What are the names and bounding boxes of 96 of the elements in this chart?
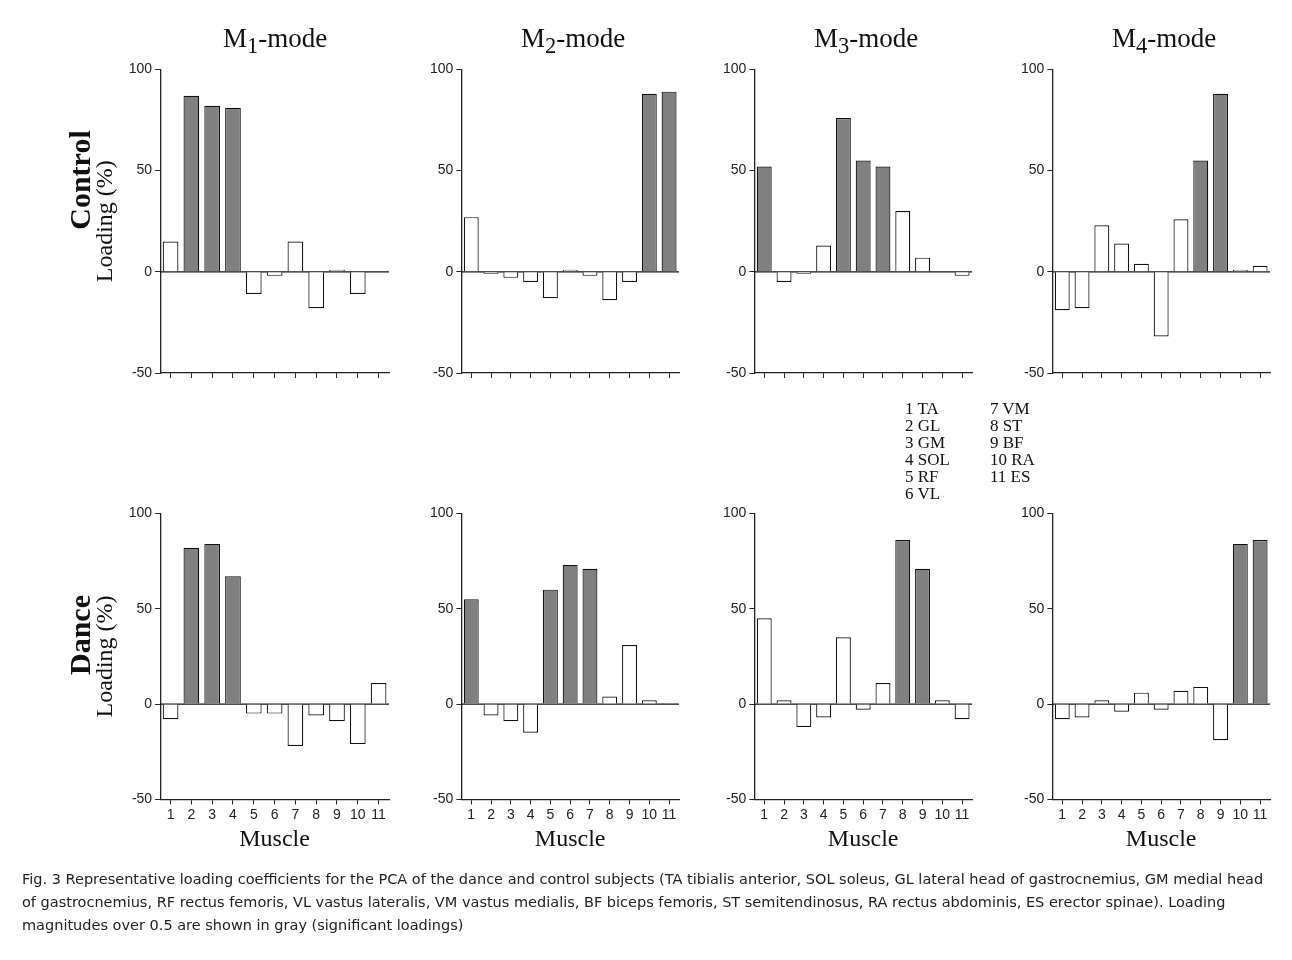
x-axis-title: Muscle [239, 824, 310, 851]
text: 3 GM [905, 433, 947, 452]
x-tick-label: 1 [467, 805, 476, 822]
y-tick-label: 50 [136, 161, 153, 178]
text: 11 ES [989, 467, 1032, 486]
y-tick-label: -50 [433, 363, 454, 380]
text: 2 GL [905, 416, 942, 435]
x-tick-label: 3 [506, 805, 515, 822]
y-tick-label: 50 [1028, 161, 1045, 178]
x-tick-label: 1 [1058, 805, 1067, 822]
chart-title: M$_{1}$-mode [221, 22, 329, 59]
y-tick-label: -50 [131, 790, 153, 807]
x-tick-label: 3 [1097, 805, 1106, 822]
chart-title: M$_{4}$-mode [1110, 22, 1218, 59]
x-axis-title: Muscle [1125, 824, 1197, 851]
x-tick-label: 4 [819, 805, 828, 822]
y-tick-label: 0 [445, 262, 454, 279]
y-tick-label: 100 [430, 60, 454, 77]
x-tick-label: 1 [166, 805, 175, 822]
x-tick-label: 6 [859, 805, 868, 822]
y-tick-label: 50 [437, 599, 454, 616]
x-axis-title: Muscle [534, 824, 606, 851]
chart-title: M$_{2}$-mode [519, 22, 627, 59]
x-tick-label: 10 [350, 805, 366, 822]
x-tick-label: 10 [1232, 805, 1249, 822]
y-tick-label: 50 [730, 161, 747, 178]
y-tick-label: 50 [730, 599, 747, 616]
caption: Fig. 3 Representative loading coefficients for the PCA of the dance and control subjects (TA tibialis anterior, SOL soleus, GL lateral head of gastrocnemius, GM medial head of gastrocnemius, RF rectus femoris, VL vastus lateralis, VM vastus medialis, BF biceps femoris, ST semitendinosus, RA rectus abdominis, ES erector spinae). Loading magnitudes over 0.5 are shown in gray (significant loadings) [22, 870, 1265, 935]
x-tick-label: 6 [270, 805, 279, 822]
text: 1 TA [905, 399, 940, 418]
y-tick-label: 50 [1028, 599, 1045, 616]
x-tick-label: 7 [879, 805, 888, 822]
x-tick-label: 2 [187, 805, 196, 822]
x-tick-label: 8 [1196, 805, 1205, 822]
y-tick-label: -50 [726, 363, 747, 380]
x-tick-label: 7 [1177, 805, 1186, 822]
x-tick-label: 5 [839, 805, 848, 822]
x-tick-label: 8 [605, 805, 614, 822]
x-tick-label: 3 [799, 805, 808, 822]
y-tick-label: 50 [136, 599, 153, 616]
y-tick-label: -50 [433, 790, 454, 807]
x-tick-label: 5 [1137, 805, 1146, 822]
text: 10 RA [989, 450, 1035, 469]
chart-title: M$_{3}$-mode [812, 22, 920, 59]
x-tick-label: 9 [1216, 805, 1225, 822]
x-tick-label: 7 [586, 805, 595, 822]
x-tick-label: 10 [934, 805, 951, 822]
text: 6 VL [905, 484, 942, 503]
y-tick-label: 0 [445, 694, 454, 711]
y-tick-label: -50 [1024, 363, 1045, 380]
y-tick-label: 100 [128, 504, 153, 521]
x-tick-label: 10 [641, 805, 658, 822]
x-tick-label: 11 [954, 805, 970, 822]
x-tick-label: 5 [249, 805, 258, 822]
text: 4 SOL [905, 450, 950, 469]
x-tick-label: 2 [487, 805, 496, 822]
x-tick-label: 6 [1157, 805, 1166, 822]
y-tick-label: 50 [437, 161, 454, 178]
y-tick-label: -50 [1024, 790, 1045, 807]
x-tick-label: 11 [1252, 805, 1268, 822]
y-tick-label: 100 [723, 504, 747, 521]
x-tick-label: 6 [566, 805, 575, 822]
y-tick-label: 100 [1021, 60, 1045, 77]
x-tick-label: 2 [780, 805, 789, 822]
y-tick-label: 100 [430, 504, 454, 521]
x-tick-label: 11 [661, 805, 677, 822]
x-tick-label: 9 [625, 805, 634, 822]
x-tick-label: 9 [918, 805, 927, 822]
x-tick-label: 3 [208, 805, 217, 822]
text: 5 RF [905, 467, 940, 486]
x-tick-label: 4 [526, 805, 535, 822]
x-tick-label: 11 [371, 805, 387, 822]
x-tick-label: 7 [291, 805, 300, 822]
y-tick-label: -50 [131, 363, 153, 380]
y-tick-label: 0 [144, 694, 153, 711]
y-tick-label: 0 [144, 262, 153, 279]
y-tick-label: 0 [738, 262, 747, 279]
x-axis-title: Muscle [827, 824, 899, 851]
text: 7 VM [989, 399, 1031, 418]
x-tick-label: 4 [229, 805, 238, 822]
y-tick-label: 0 [1036, 694, 1045, 711]
x-tick-label: 9 [333, 805, 342, 822]
y-tick-label: 0 [738, 694, 747, 711]
y-tick-label: 0 [1036, 262, 1045, 279]
text: 9 BF [989, 433, 1025, 452]
y-tick-label: 100 [723, 60, 747, 77]
y-tick-label: 100 [1021, 504, 1045, 521]
x-tick-label: 2 [1078, 805, 1087, 822]
x-tick-label: 5 [546, 805, 555, 822]
y-tick-label: 100 [128, 60, 153, 77]
x-tick-label: 8 [312, 805, 321, 822]
text: 8 ST [989, 416, 1024, 435]
y-tick-label: -50 [726, 790, 747, 807]
x-tick-label: 1 [760, 805, 769, 822]
x-tick-label: 4 [1117, 805, 1126, 822]
x-tick-label: 8 [898, 805, 907, 822]
